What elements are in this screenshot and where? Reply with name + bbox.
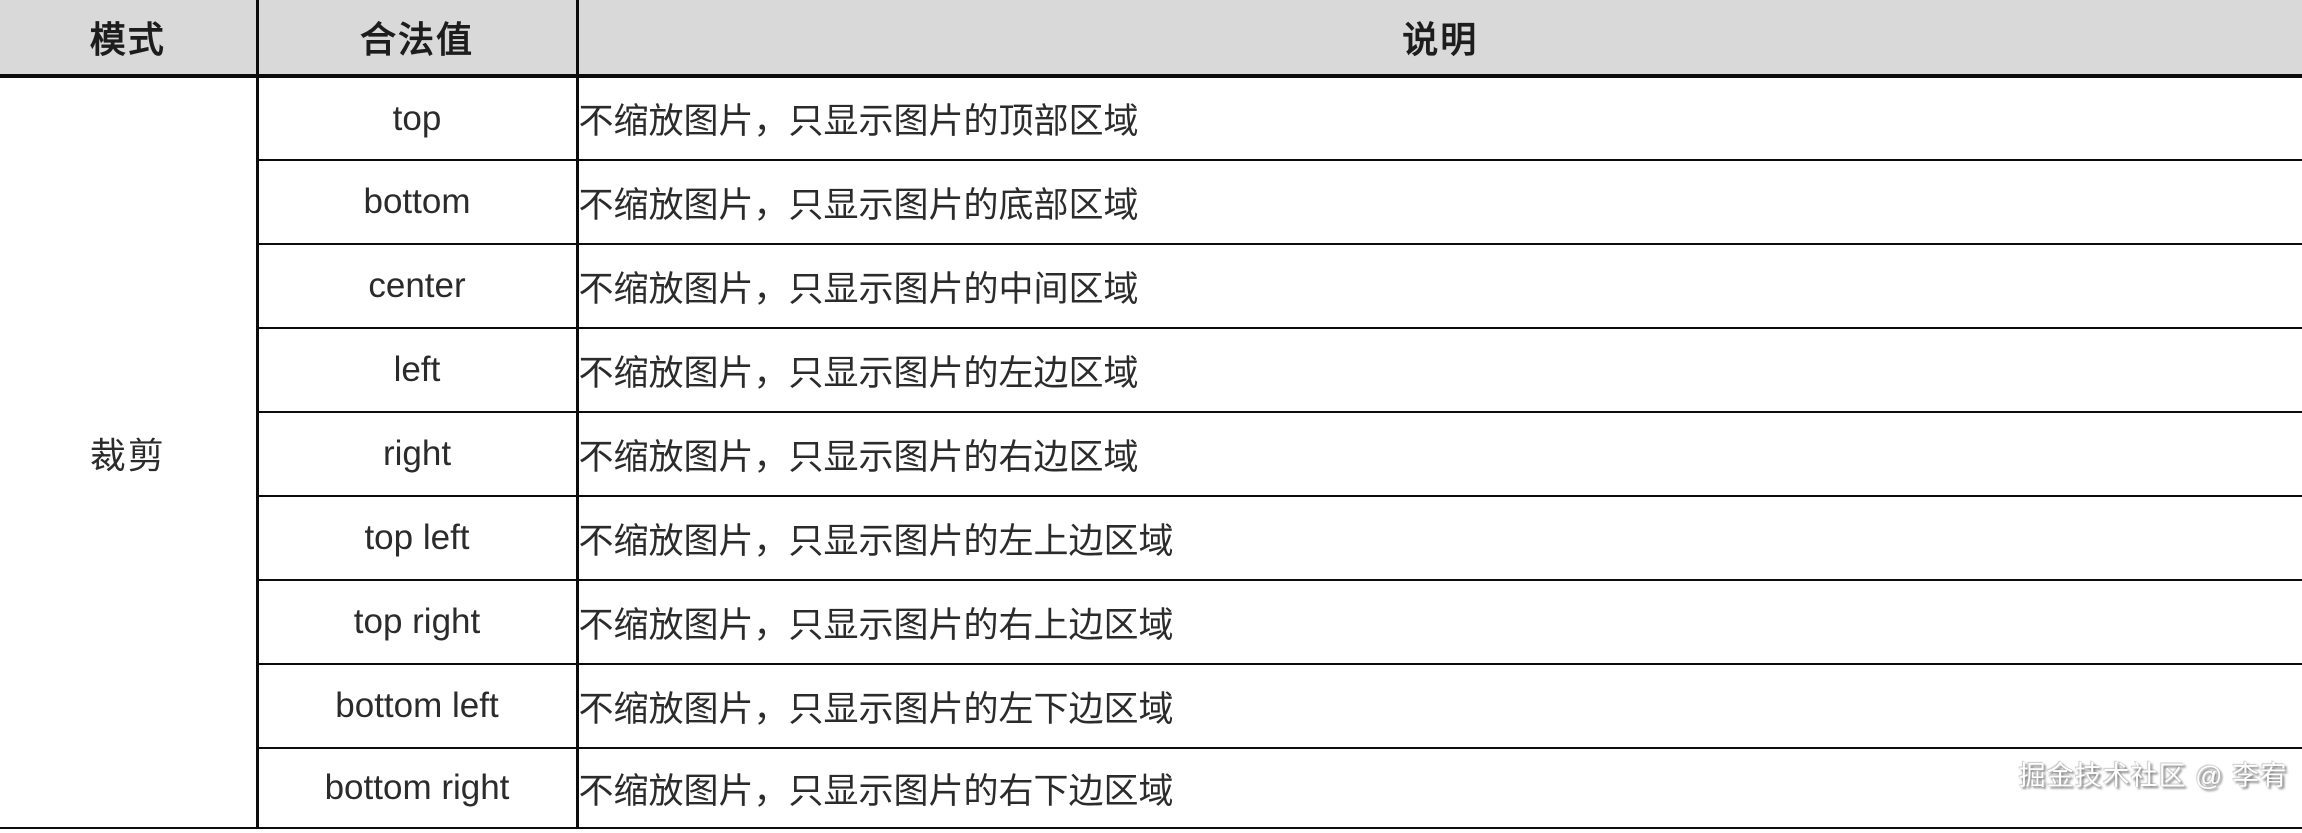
legal-value-cell: top — [257, 76, 579, 161]
legal-value-cell: top left — [257, 496, 579, 581]
table-row: left 不缩放图片，只显示图片的左边区域 — [0, 328, 2302, 413]
legal-value-cell: center — [257, 244, 579, 329]
table-row: right 不缩放图片，只显示图片的右边区域 — [0, 412, 2302, 497]
description-cell: 不缩放图片，只显示图片的顶部区域 — [577, 76, 2302, 161]
legal-value-cell: bottom left — [257, 664, 579, 749]
table-row: top left 不缩放图片，只显示图片的左上边区域 — [0, 496, 2302, 581]
mode-group-cell: 裁剪 — [0, 76, 259, 829]
table-row: bottom left 不缩放图片，只显示图片的左下边区域 — [0, 664, 2302, 749]
table-row: 裁剪 top 不缩放图片，只显示图片的顶部区域 — [0, 76, 2302, 829]
legal-value-cell: right — [257, 412, 579, 497]
description-cell: 不缩放图片，只显示图片的右下边区域 — [577, 748, 2302, 829]
description-cell: 不缩放图片，只显示图片的底部区域 — [577, 160, 2302, 245]
column-header-description: 说明 — [577, 0, 2302, 78]
table-row: bottom 不缩放图片，只显示图片的底部区域 — [0, 160, 2302, 245]
description-cell: 不缩放图片，只显示图片的左上边区域 — [577, 496, 2302, 581]
header-row: 模式 合法值 说明 — [0, 0, 2302, 78]
watermark: 掘金技术社区 @ 李宥 — [2018, 761, 2288, 791]
legal-value-cell: bottom — [257, 160, 579, 245]
description-cell: 不缩放图片，只显示图片的中间区域 — [577, 244, 2302, 329]
column-header-legal-value: 合法值 — [257, 0, 579, 78]
description-cell: 不缩放图片，只显示图片的右边区域 — [577, 412, 2302, 497]
table-row: bottom right 不缩放图片，只显示图片的右下边区域 — [0, 748, 2302, 829]
table-row: top right 不缩放图片，只显示图片的右上边区域 — [0, 580, 2302, 665]
legal-value-cell: left — [257, 328, 579, 413]
description-cell: 不缩放图片，只显示图片的右上边区域 — [577, 580, 2302, 665]
legal-value-cell: bottom right — [257, 748, 579, 829]
column-header-mode: 模式 — [0, 0, 259, 78]
legal-value-cell: top right — [257, 580, 579, 665]
description-cell: 不缩放图片，只显示图片的左边区域 — [577, 328, 2302, 413]
table-row: center 不缩放图片，只显示图片的中间区域 — [0, 244, 2302, 329]
description-cell: 不缩放图片，只显示图片的左下边区域 — [577, 664, 2302, 749]
